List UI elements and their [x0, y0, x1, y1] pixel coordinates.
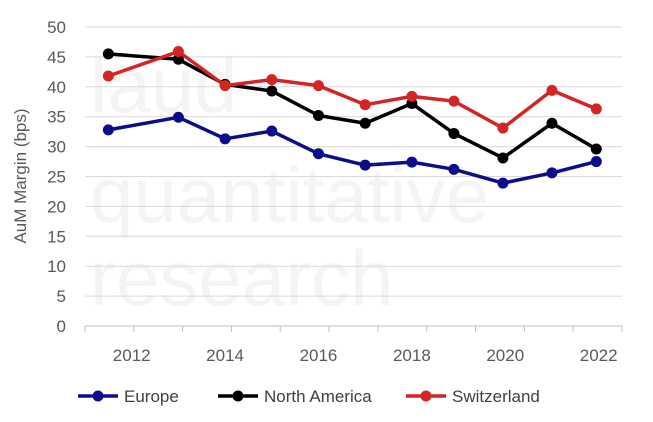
data-point: [172, 111, 184, 123]
data-point: [448, 95, 460, 107]
data-point: [312, 80, 324, 92]
legend-swatch-marker: [92, 390, 104, 402]
y-axis-title: AuM Margin (bps): [11, 108, 30, 243]
series-europe: [102, 111, 602, 189]
data-point: [590, 103, 602, 115]
data-point: [448, 127, 460, 139]
data-point: [266, 125, 278, 137]
data-point: [219, 133, 231, 145]
data-point: [546, 84, 558, 96]
data-point: [359, 159, 371, 171]
data-point: [448, 163, 460, 175]
y-tick-label: 45: [47, 48, 66, 67]
y-tick-label: 0: [57, 317, 66, 336]
data-point: [172, 53, 184, 65]
legend-label: Europe: [124, 387, 179, 406]
data-point: [266, 74, 278, 86]
data-point: [546, 117, 558, 129]
data-point: [590, 143, 602, 155]
y-tick-label: 5: [57, 287, 66, 306]
data-point: [359, 117, 371, 129]
y-tick-label: 15: [47, 227, 66, 246]
legend-swatch-marker: [232, 390, 244, 402]
y-tick-label: 10: [47, 257, 66, 276]
series-switzerland: [102, 46, 602, 134]
legend-item-europe: Europe: [78, 387, 179, 406]
legend-label: North America: [264, 387, 372, 406]
x-tick-label: 2018: [393, 346, 431, 365]
x-tick-label: 2016: [300, 346, 338, 365]
series-group: [102, 46, 602, 189]
data-point: [102, 48, 114, 60]
legend-label: Switzerland: [452, 387, 540, 406]
legend: Europe North America Switzerland: [78, 387, 540, 406]
legend-swatch-marker: [420, 390, 432, 402]
data-point: [546, 167, 558, 179]
legend-item-switzerland: Switzerland: [406, 387, 540, 406]
data-point: [497, 122, 509, 134]
y-tick-label: 50: [47, 18, 66, 37]
watermark-line-3: research: [90, 234, 393, 322]
data-point: [497, 152, 509, 164]
x-tick-label: 2022: [580, 346, 618, 365]
y-tick-label: 20: [47, 197, 66, 216]
data-point: [406, 156, 418, 168]
data-point: [219, 80, 231, 92]
data-point: [172, 46, 184, 58]
x-tick-label: 2020: [486, 346, 524, 365]
data-point: [406, 90, 418, 102]
data-point: [312, 148, 324, 160]
y-tick-label: 25: [47, 168, 66, 187]
x-tick-label: 2014: [206, 346, 244, 365]
data-point: [359, 99, 371, 111]
axes: 0 5 10 15 20 25 30 35 40 45 50 2012 2014 2016 2018 2020…: [47, 18, 623, 365]
legend-item-north-america: North America: [218, 387, 372, 406]
data-point: [590, 156, 602, 168]
y-tick-label: 30: [47, 138, 66, 157]
data-point: [312, 110, 324, 122]
data-point: [497, 177, 509, 189]
y-tick-label: 40: [47, 78, 66, 97]
data-point: [102, 70, 114, 82]
data-point: [102, 124, 114, 136]
data-point: [266, 85, 278, 97]
x-tick-label: 2012: [113, 346, 151, 365]
y-tick-label: 35: [47, 108, 66, 127]
